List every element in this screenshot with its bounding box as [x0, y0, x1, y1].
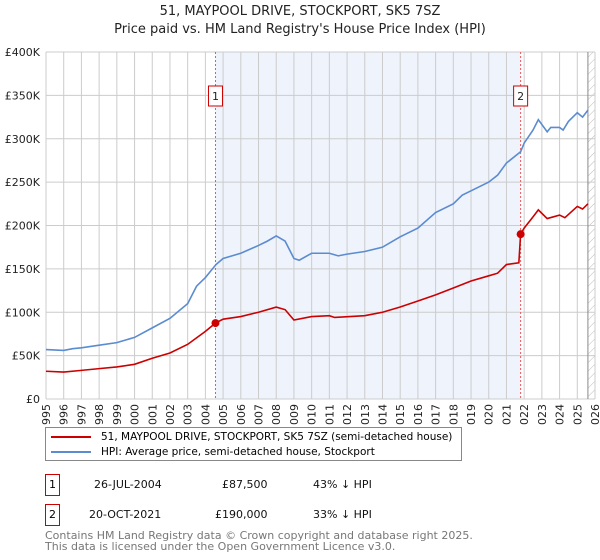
x-tick-label: 2006: [235, 404, 248, 425]
x-tick-label: 2001: [146, 404, 159, 425]
chart-title: 51, MAYPOOL DRIVE, STOCKPORT, SK5 7SZ: [159, 4, 441, 19]
x-tick-label: 2005: [217, 404, 230, 425]
y-tick-label: £200K: [5, 220, 41, 233]
x-tick-label: 2003: [182, 404, 195, 425]
property-price-line: [45, 203, 589, 373]
footer-licence: This data is licensed under the Open Gov…: [45, 540, 396, 553]
x-tick-label: 2026: [589, 404, 600, 425]
sale-point-1: [211, 319, 220, 328]
sale-marker-1: 1: [45, 474, 60, 496]
x-tick-label: 2017: [430, 404, 443, 425]
plot-area: 1995 1996 1997 1998 1999 2000 2001 2002 2003 2004…: [5, 46, 600, 425]
x-tick-label: 2018: [447, 404, 460, 425]
x-tick-label: 2013: [359, 404, 372, 425]
legend-label-property: 51, MAYPOOL DRIVE, STOCKPORT, SK5 7SZ (s…: [101, 431, 453, 443]
legend-label-hpi: HPI: Average price, semi-detached house,…: [101, 446, 375, 458]
x-tick-label: 2024: [554, 404, 567, 425]
x-tick-label: 1996: [58, 404, 71, 425]
x-tick-label: 2021: [500, 404, 513, 425]
sale-price-2: £190,000: [215, 508, 268, 521]
x-tick-label: 2014: [376, 404, 389, 425]
legend: 51, MAYPOOL DRIVE, STOCKPORT, SK5 7SZ (s…: [45, 427, 462, 461]
x-tick-label: 2020: [483, 404, 496, 425]
x-tick-label: 2007: [253, 404, 266, 425]
x-tick-label: 1997: [75, 404, 88, 425]
x-tick-label: 2002: [164, 404, 177, 425]
hpi-line: [45, 109, 589, 352]
y-tick-label: £350K: [5, 89, 41, 102]
sale-box-label-2: 2: [517, 90, 524, 103]
sale-hpi-2: 33% ↓ HPI: [313, 508, 372, 521]
sale-box-1: [207, 85, 223, 107]
y-tick-label: £0: [26, 393, 40, 406]
x-tick-label: 2025: [571, 404, 584, 425]
x-tick-label: 2009: [288, 404, 301, 425]
y-tick-label: £400K: [5, 46, 41, 59]
x-tick-label: 2016: [412, 404, 425, 425]
footer-copyright: Contains HM Land Registry data © Crown c…: [45, 529, 473, 542]
sale-point-2: [516, 230, 525, 239]
x-tick-label: 1998: [93, 404, 106, 425]
legend-swatch-hpi: [51, 451, 91, 453]
sale-box-label-1: 1: [212, 90, 219, 103]
sale-marker-2: 2: [45, 504, 60, 526]
y-tick-label: £250K: [5, 176, 41, 189]
sale-box-2: [513, 85, 529, 107]
legend-swatch-property: [51, 436, 91, 438]
y-tick-label: £300K: [5, 133, 41, 146]
y-tick-label: £100K: [5, 306, 41, 319]
sale-date-2: 20-OCT-2021: [89, 508, 162, 521]
x-tick-label: 2010: [306, 404, 319, 425]
x-tick-label: 2011: [323, 404, 336, 425]
y-tick-label: £150K: [5, 263, 41, 276]
chart-subtitle: Price paid vs. HM Land Registry's House …: [114, 22, 486, 37]
x-tick-label: 2012: [341, 404, 354, 425]
x-tick-label: 2015: [394, 404, 407, 425]
sale-hpi-1: 43% ↓ HPI: [313, 478, 372, 491]
x-tick-label: 2023: [536, 404, 549, 425]
x-tick-label: 2019: [465, 404, 478, 425]
x-tick-label: 2008: [270, 404, 283, 425]
x-tick-label: 2022: [518, 404, 531, 425]
sale-price-1: £87,500: [222, 478, 268, 491]
y-tick-label: £50K: [12, 350, 41, 363]
x-tick-label: 2004: [199, 404, 212, 425]
x-tick-label: 2000: [129, 404, 142, 425]
x-tick-label: 1999: [111, 404, 124, 425]
x-tick-label: 1995: [40, 404, 53, 425]
sale-date-1: 26-JUL-2004: [94, 478, 162, 491]
